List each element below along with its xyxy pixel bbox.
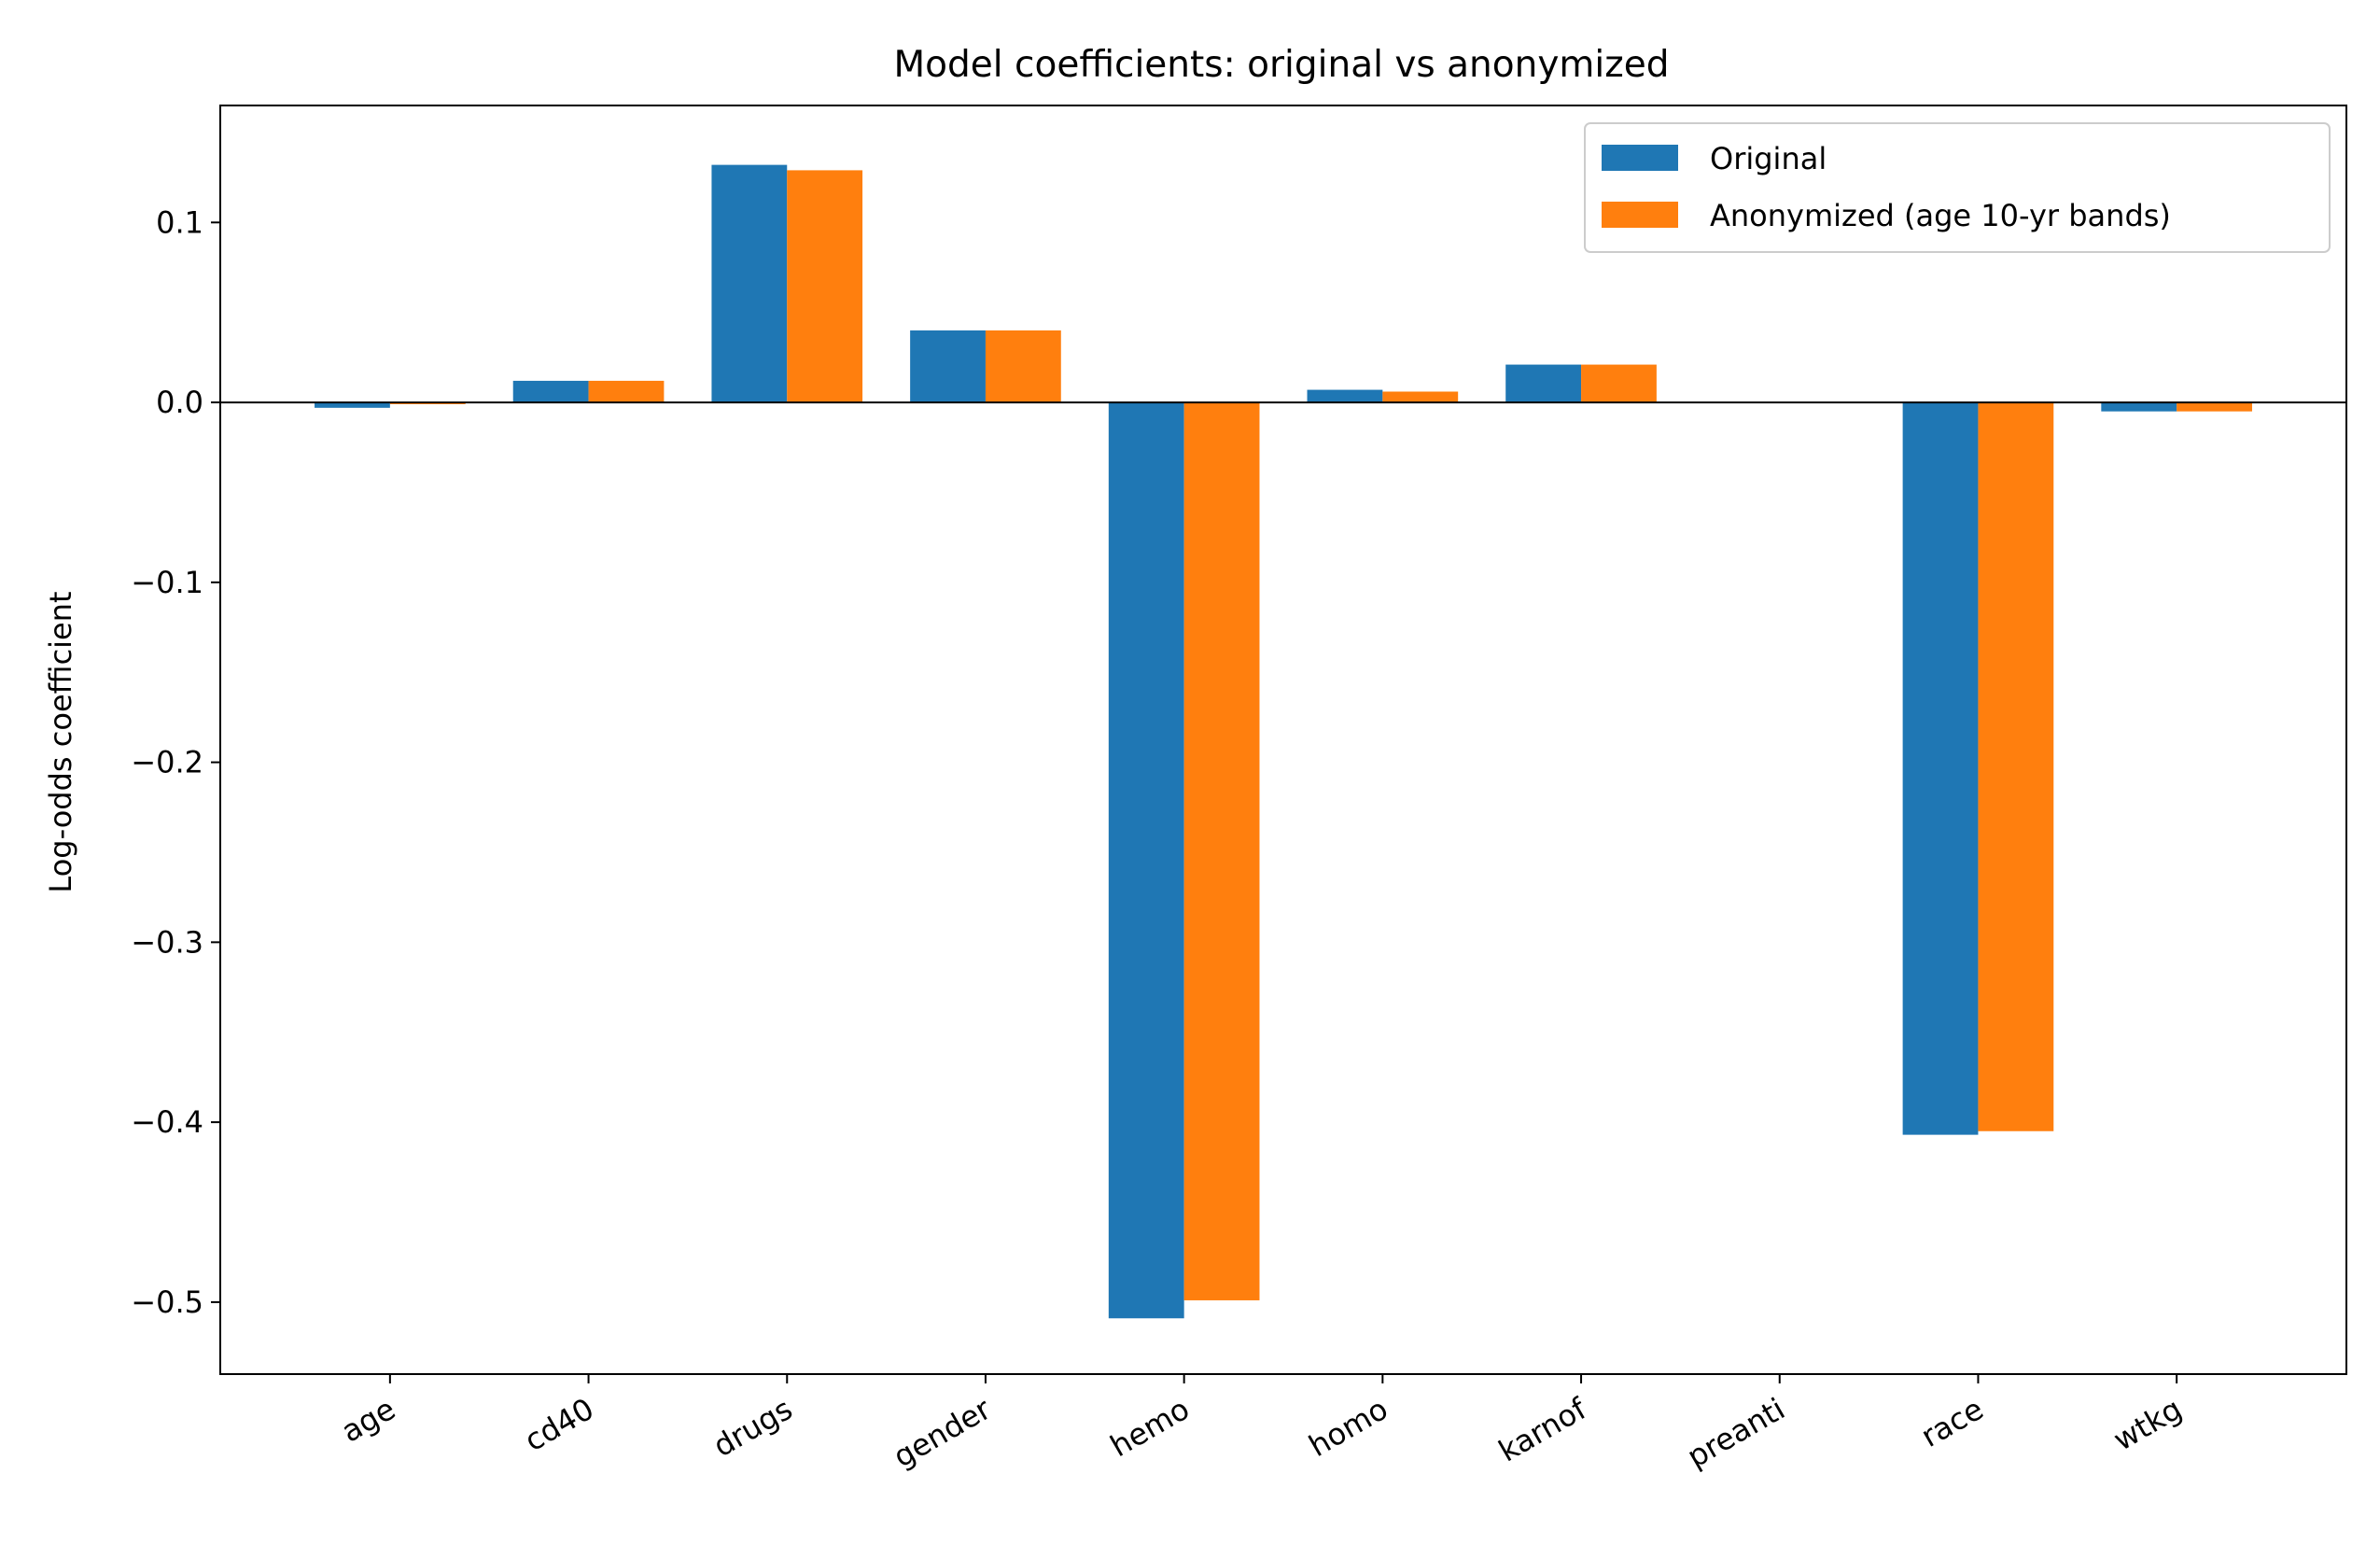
bar-original-drugs [711, 164, 788, 403]
bar-original-hemo [1108, 402, 1184, 1319]
legend-label-original: Original [1710, 141, 1827, 176]
legend-label-anonymized: Anonymized (age 10-yr bands) [1710, 198, 2171, 233]
bar-anonymized-drugs [787, 170, 863, 403]
bar-anonymized-wtkg [2177, 402, 2252, 412]
bar-original-age [315, 402, 390, 408]
bar-original-karnof [1505, 364, 1582, 403]
bar-original-cd40 [512, 380, 589, 403]
y-tick-label: −0.3 [131, 924, 203, 960]
bar-original-race [1902, 402, 1979, 1135]
y-axis: 0.1 0.0 −0.1 −0.2 −0.3 −0.4 −0.5 [131, 204, 220, 1320]
y-tick-label: −0.2 [131, 745, 203, 780]
legend-swatch-original [1602, 145, 1678, 171]
legend-box [1584, 122, 2331, 253]
legend: Original Anonymized (age 10-yr bands) [1584, 122, 2331, 253]
bar-anonymized-homo [1382, 391, 1459, 403]
y-tick-label: −0.1 [131, 565, 203, 600]
y-tick-label: 0.1 [156, 204, 203, 240]
y-tick-label: 0.0 [156, 385, 203, 420]
bar-anonymized-karnof [1581, 364, 1657, 403]
bars-layer [315, 164, 2252, 1319]
chart-title: Model coefficients: original vs anonymiz… [894, 44, 1670, 86]
y-axis-title: Log-odds coefficient [43, 591, 78, 892]
y-tick-label: −0.4 [131, 1104, 203, 1140]
bar-anonymized-race [1978, 402, 2054, 1131]
bar-original-wtkg [2101, 402, 2177, 412]
plot-frame [219, 105, 2347, 1375]
bar-anonymized-gender [985, 330, 1061, 403]
y-tick-label: −0.5 [131, 1284, 203, 1320]
bar-original-homo [1307, 389, 1383, 403]
bar-original-gender [910, 330, 986, 403]
bar-anonymized-hemo [1183, 402, 1260, 1300]
legend-swatch-anonymized [1602, 202, 1678, 228]
bar-anonymized-cd40 [588, 380, 665, 403]
